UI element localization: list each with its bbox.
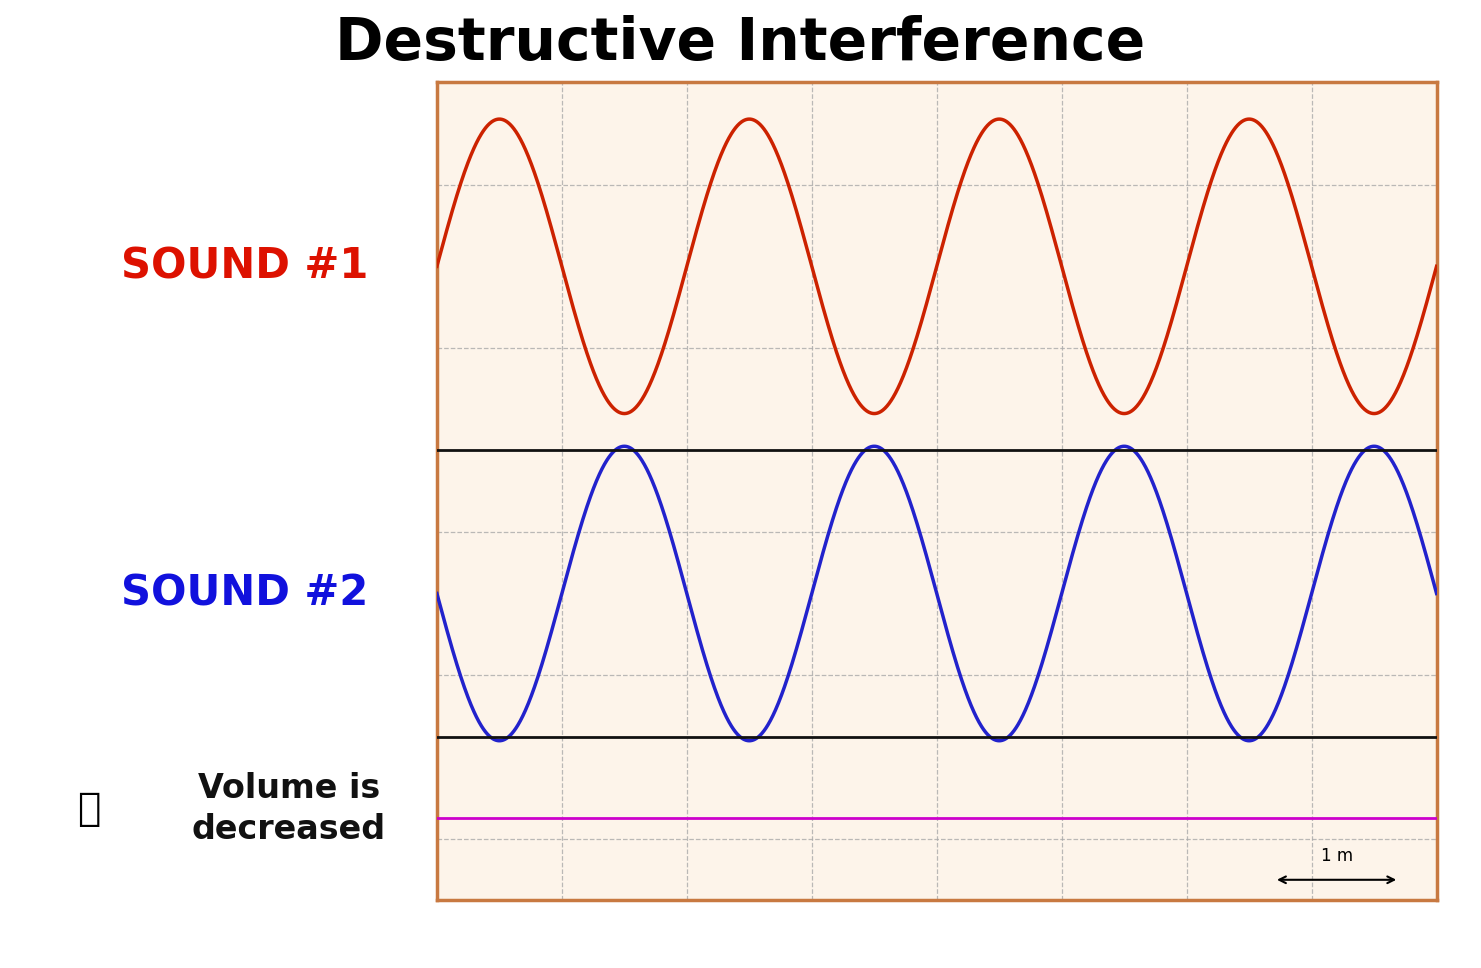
Text: Volume is
decreased: Volume is decreased bbox=[191, 771, 387, 846]
Text: SOUND #1: SOUND #1 bbox=[120, 245, 369, 287]
Text: 🔇: 🔇 bbox=[77, 790, 101, 828]
Text: SOUND #2: SOUND #2 bbox=[121, 572, 367, 615]
Text: Destructive Interference: Destructive Interference bbox=[335, 15, 1146, 72]
Text: 1 m: 1 m bbox=[1321, 847, 1352, 865]
